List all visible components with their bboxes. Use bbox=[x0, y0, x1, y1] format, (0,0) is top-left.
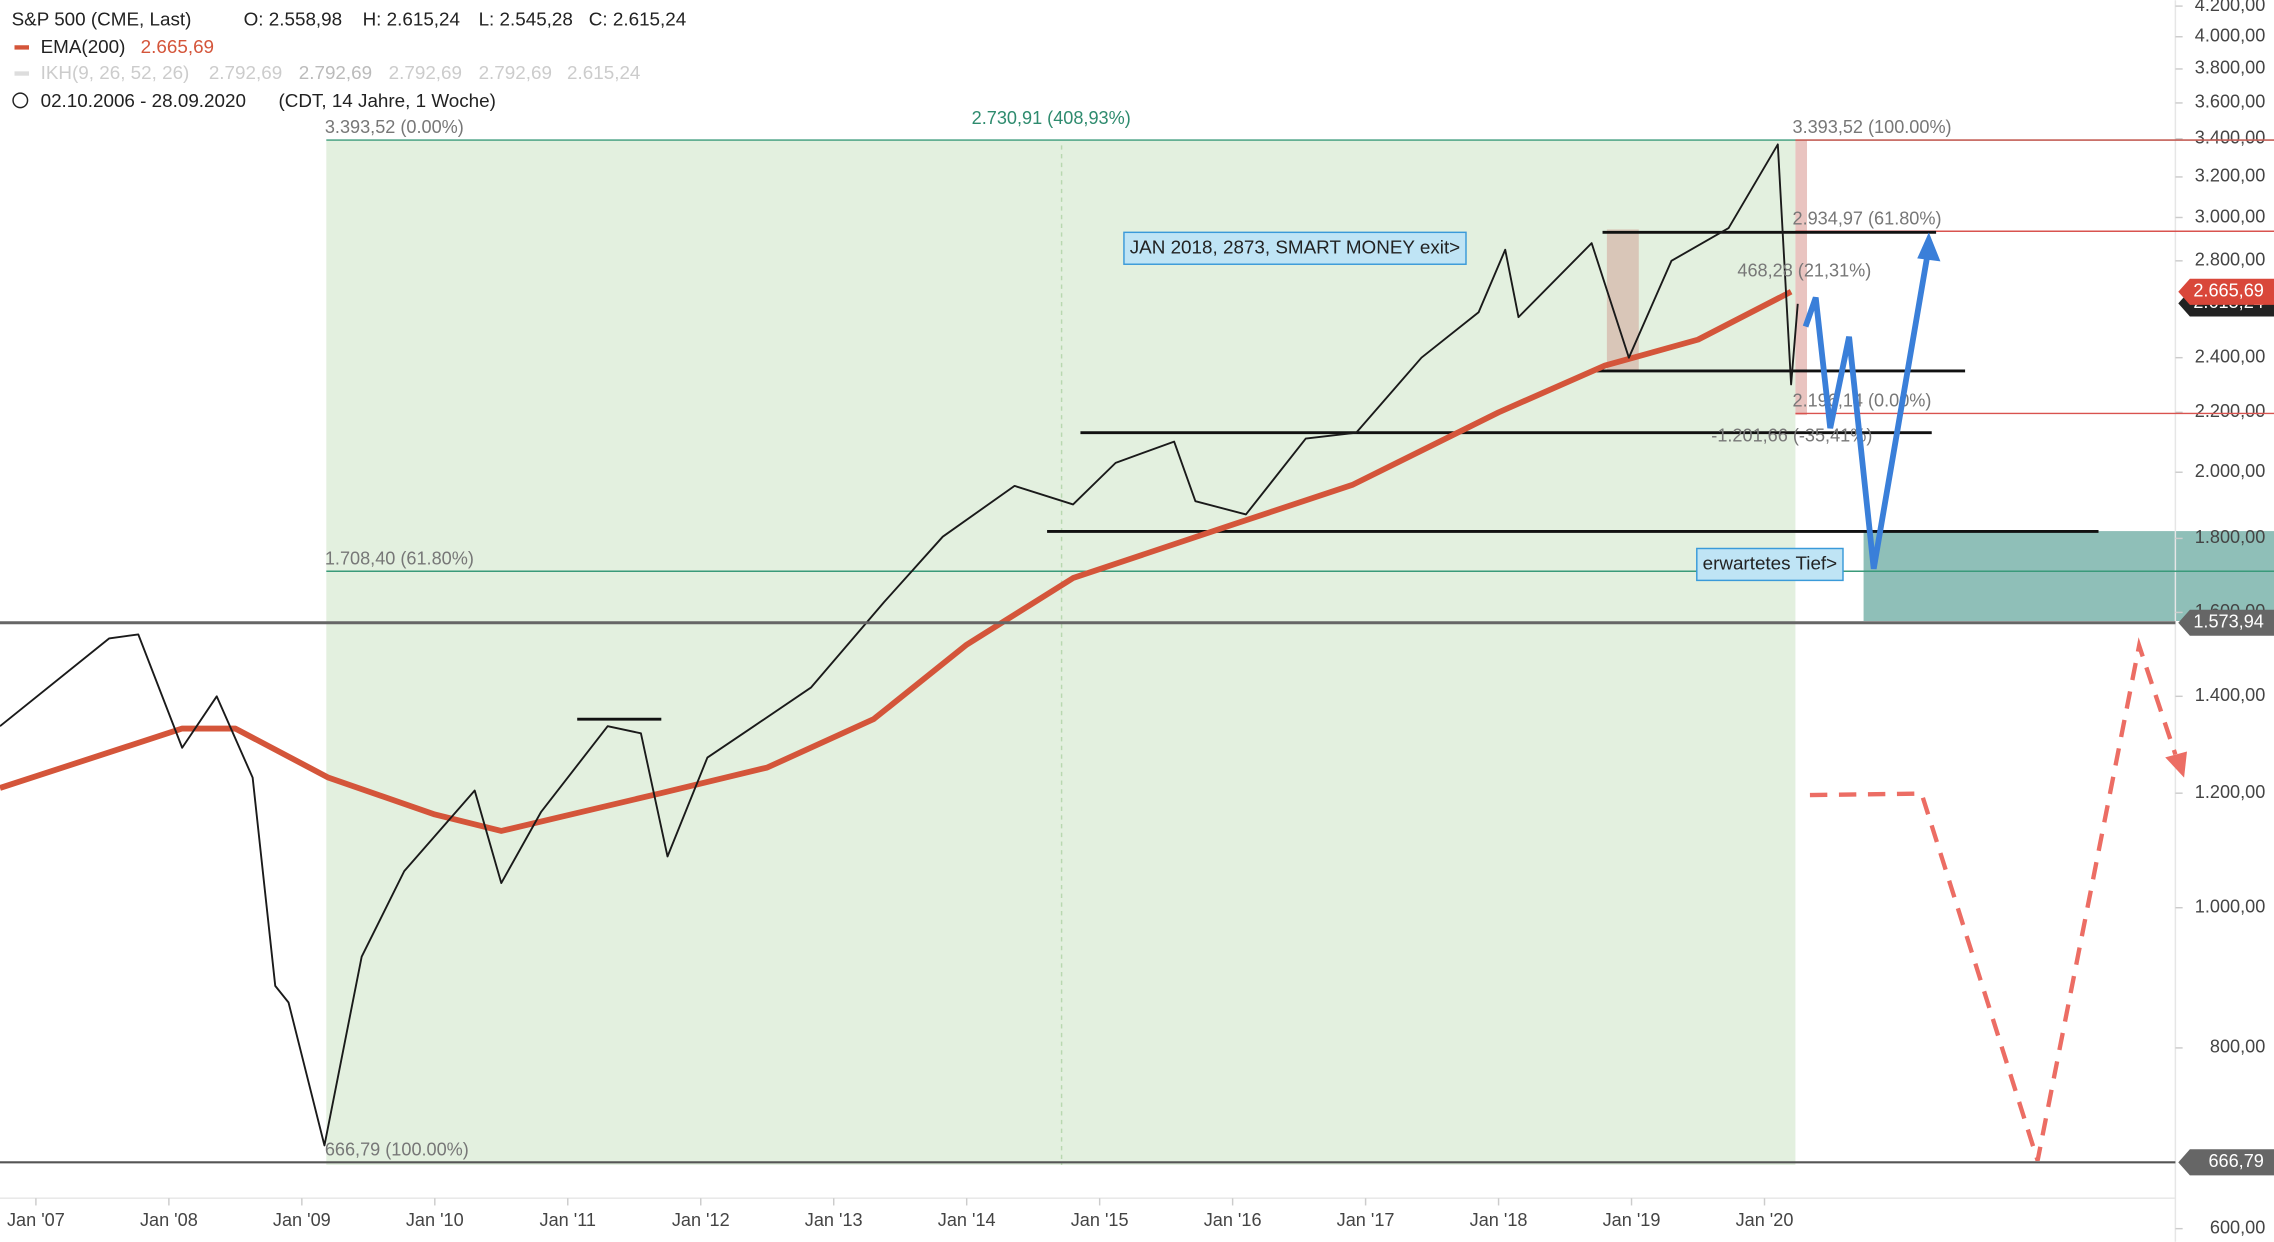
y-tick-label: 2.200,00 bbox=[2195, 401, 2266, 421]
forecast-path bbox=[1809, 637, 2178, 1162]
header: S&P 500 (CME, Last) O: 2.558,98 H: 2.615… bbox=[12, 9, 687, 111]
ikh: IKH(9, 26, 52, 26) bbox=[41, 62, 190, 83]
y-tick-label: 3.200,00 bbox=[2195, 166, 2266, 186]
legend-swatch bbox=[14, 45, 30, 50]
annotation-box bbox=[1123, 231, 1467, 265]
price-badge-label: 666,79 bbox=[2208, 1151, 2263, 1171]
arrow-head bbox=[1917, 232, 1941, 262]
x-tick-label: Jan '12 bbox=[672, 1210, 730, 1230]
x-tick-label: Jan '17 bbox=[1337, 1210, 1395, 1230]
x-tick-label: Jan '09 bbox=[273, 1210, 331, 1230]
y-tick-label: 4.000,00 bbox=[2195, 26, 2266, 46]
y-tick-label: 4.200,00 bbox=[2195, 0, 2266, 15]
arrow-head bbox=[2165, 751, 2187, 778]
x-tick-label: Jan '13 bbox=[805, 1210, 863, 1230]
target-zone bbox=[1863, 531, 2274, 621]
drawdown-zone bbox=[1795, 139, 1808, 416]
x-tick-label: Jan '20 bbox=[1736, 1210, 1794, 1230]
x-tick-label: Jan '07 bbox=[7, 1210, 65, 1230]
x-tick-label: Jan '15 bbox=[1071, 1210, 1129, 1230]
annotation-box-text: JAN 2018, 2873, SMART MONEY exit> bbox=[1130, 236, 1460, 257]
x-tick-label: Jan '19 bbox=[1603, 1210, 1661, 1230]
y-tick-label: 1.800,00 bbox=[2195, 527, 2266, 547]
x-tick-label: Jan '16 bbox=[1204, 1210, 1262, 1230]
ema-value: 2.665,69 bbox=[141, 36, 214, 57]
price-badge-label: 1.573,94 bbox=[2193, 612, 2264, 632]
y-tick-label: 600,00 bbox=[2210, 1217, 2265, 1237]
price-badge bbox=[2178, 1149, 2274, 1176]
range: 02.10.2006 - 28.09.2020 bbox=[41, 90, 246, 111]
price-badge-label: 2.665,69 bbox=[2193, 281, 2264, 301]
x-tick-label: Jan '14 bbox=[938, 1210, 996, 1230]
y-tick-label: 1.400,00 bbox=[2195, 685, 2266, 705]
range-info: (CDT, 14 Jahre, 1 Woche) bbox=[278, 90, 495, 111]
ikh-value: 2.792,69 bbox=[479, 62, 552, 83]
ikh-value: 2.792,69 bbox=[299, 62, 372, 83]
y-tick-label: 2.800,00 bbox=[2195, 250, 2266, 270]
fib-label: 666,79 (100.00%) bbox=[325, 1140, 469, 1160]
y-tick-label: 1.000,00 bbox=[2195, 896, 2266, 916]
y-tick-label: 2.400,00 bbox=[2195, 346, 2266, 366]
fib-label: 3.393,52 (100.00%) bbox=[1793, 117, 1952, 137]
x-tick-label: Jan '08 bbox=[140, 1210, 198, 1230]
close: C: 2.615,24 bbox=[589, 9, 686, 30]
price-badge bbox=[2178, 278, 2274, 305]
annotation: 2.730,91 (408,93%) bbox=[972, 108, 1131, 128]
fib-label: 2.196,14 (0.00%) bbox=[1793, 391, 1932, 411]
fib-label: 1.708,40 (61.80%) bbox=[325, 548, 474, 568]
x-tick-label: Jan '18 bbox=[1470, 1210, 1528, 1230]
forecast-path bbox=[1802, 246, 1932, 570]
y-tick-label: 3.800,00 bbox=[2195, 58, 2266, 78]
annotation-box bbox=[1696, 547, 1844, 582]
fib-label: 2.934,97 (61.80%) bbox=[1793, 208, 1942, 228]
ikh-value: 2.615,24 bbox=[567, 62, 640, 83]
clock-icon bbox=[12, 92, 29, 109]
annotation-box-text: erwartetes Tief> bbox=[1703, 552, 1838, 573]
ikh-value: 2.792,69 bbox=[389, 62, 462, 83]
y-tick-label: 800,00 bbox=[2210, 1037, 2265, 1057]
drawdown-zone bbox=[1606, 229, 1639, 371]
y-tick-label: 3.000,00 bbox=[2195, 206, 2266, 226]
open: O: 2.558,98 bbox=[244, 9, 342, 30]
high: H: 2.615,24 bbox=[363, 9, 460, 30]
y-tick-label: 1.200,00 bbox=[2195, 782, 2266, 802]
x-tick-label: Jan '11 bbox=[540, 1210, 597, 1230]
legend-ema: EMA(200) bbox=[41, 36, 126, 57]
annotation: 468,28 (21,31%) bbox=[1737, 260, 1871, 280]
ikh-value: 2.792,69 bbox=[209, 62, 282, 83]
ema-line bbox=[0, 289, 1793, 834]
legend-swatch bbox=[14, 71, 30, 76]
y-tick-label: 2.000,00 bbox=[2195, 461, 2266, 481]
price-line bbox=[0, 143, 1799, 1147]
y-tick-label: 3.600,00 bbox=[2195, 92, 2266, 112]
y-tick-label: 3.400,00 bbox=[2195, 128, 2266, 148]
annotation: -1.201,66 (-35,41%) bbox=[1711, 426, 1872, 446]
fib-label: 3.393,52 (0.00%) bbox=[325, 117, 464, 137]
x-tick-label: Jan '10 bbox=[406, 1210, 464, 1230]
price-badge bbox=[2178, 609, 2274, 636]
low: L: 2.545,28 bbox=[479, 9, 573, 30]
symbol: S&P 500 (CME, Last) bbox=[12, 9, 192, 30]
